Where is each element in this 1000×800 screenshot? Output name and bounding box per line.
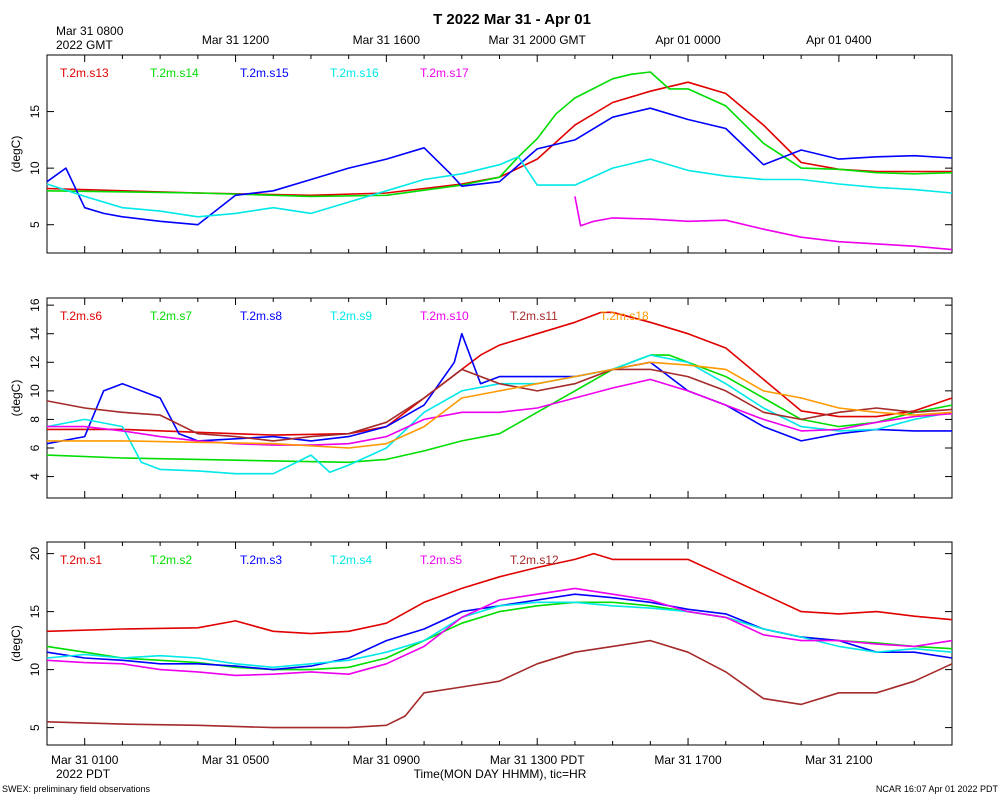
bottom-time-label: Mar 31 0100 <box>51 753 119 767</box>
top-time-label: Mar 31 1200 <box>202 33 270 47</box>
legend-entry-T-2m-s2: T.2m.s2 <box>150 553 192 567</box>
series-line-T-2m-s7 <box>46 354 953 464</box>
legend-entry-T-2m-s10: T.2m.s10 <box>420 309 469 323</box>
series-line-T-2m-s5 <box>46 587 953 677</box>
legend-entry-T-2m-s6: T.2m.s6 <box>60 309 102 323</box>
y-tick-label: 14 <box>28 327 42 341</box>
chart-title: T 2022 Mar 31 - Apr 01 <box>433 11 591 28</box>
legend-entry-T-2m-s13: T.2m.s13 <box>60 66 109 80</box>
panel-3: 5 10 15 20 (degC) T.2m.s1 T.2m.s2 T.2m.s3 T.2m.s… <box>9 541 953 767</box>
bottom-time-label: Mar 31 2100 <box>805 753 873 767</box>
legend-entry-T-2m-s1: T.2m.s1 <box>60 553 102 567</box>
top-time-label: Apr 01 0000 <box>655 33 721 47</box>
series-line-T-2m-s16 <box>46 156 953 218</box>
legend-entry-T-2m-s12: T.2m.s12 <box>510 553 559 567</box>
y-tick-label: 8 <box>28 416 42 423</box>
legend-entry-T-2m-s17: T.2m.s17 <box>420 66 469 80</box>
top-time-label: Apr 01 0400 <box>806 33 872 47</box>
legend-entry-T-2m-s8: T.2m.s8 <box>240 309 282 323</box>
series-line-T-2m-s1 <box>46 552 953 635</box>
y-axis-title: (degC) <box>9 380 23 417</box>
y-tick-label: 10 <box>28 663 42 677</box>
bottom-time-label: Mar 31 0900 <box>353 753 421 767</box>
y-axis-title: (degC) <box>9 625 23 662</box>
y-tick-label: 4 <box>28 473 42 480</box>
series-line-T-2m-s10 <box>47 378 953 446</box>
series-line-T-2m-s18 <box>47 361 953 449</box>
footer-note-left: SWEX: preliminary field observations <box>2 784 151 794</box>
legend-entry-T-2m-s9: T.2m.s9 <box>330 309 372 323</box>
series-line-T-2m-s8 <box>46 332 952 445</box>
series-line-T-2m-s12 <box>46 639 953 729</box>
y-tick-label: 10 <box>28 161 42 175</box>
series-line-T-2m-s17 <box>574 196 953 251</box>
legend-entry-T-2m-s16: T.2m.s16 <box>330 66 379 80</box>
y-tick-label: 15 <box>28 105 42 119</box>
x-axis-label: Time(MON DAY HHMM), tic=HR <box>414 767 587 781</box>
y-tick-label: 5 <box>28 724 42 731</box>
series-line-T-2m-s6 <box>47 311 953 436</box>
y-tick-label: 10 <box>28 384 42 398</box>
y-tick-label: 6 <box>28 444 42 451</box>
series-line-T-2m-s13 <box>46 81 952 197</box>
footer-note-right: NCAR 16:07 Apr 01 2022 PDT <box>876 784 999 794</box>
y-tick-label: 12 <box>28 355 42 369</box>
bottom-time-label: Mar 31 1700 <box>654 753 722 767</box>
legend-entry-T-2m-s11: T.2m.s11 <box>510 309 558 323</box>
series-line-T-2m-s15 <box>46 107 953 226</box>
panel-frame <box>46 297 953 499</box>
y-axis-title: (degC) <box>9 136 23 173</box>
panel-1: 5 10 15 (degC) T.2m.s13 T.2m.s14 T.2m.s15 T.2m.… <box>9 33 953 254</box>
top-left-time-label: Mar 31 0800 <box>56 24 124 38</box>
series-line-T-2m-s9 <box>46 354 953 475</box>
panel-frame <box>46 541 953 746</box>
y-tick-label: 16 <box>28 298 42 312</box>
legend-entry-T-2m-s4: T.2m.s4 <box>330 553 372 567</box>
bottom-left-timezone-label: 2022 PDT <box>56 767 111 781</box>
bottom-time-label: Mar 31 1300 PDT <box>490 753 585 767</box>
series-line-T-2m-s11 <box>46 368 953 442</box>
series-line-T-2m-s14 <box>46 71 953 198</box>
legend-entry-T-2m-s15: T.2m.s15 <box>240 66 289 80</box>
legend-entry-T-2m-s14: T.2m.s14 <box>150 66 199 80</box>
top-time-label: Mar 31 1600 <box>353 33 421 47</box>
series-line-T-2m-s4 <box>46 601 953 669</box>
legend-entry-T-2m-s5: T.2m.s5 <box>420 553 462 567</box>
y-tick-label: 20 <box>28 547 42 561</box>
y-tick-label: 5 <box>28 221 42 228</box>
top-left-timezone-label: 2022 GMT <box>56 38 113 52</box>
y-tick-label: 15 <box>28 605 42 619</box>
panel-2: 4 6 8 10 12 14 16 (degC) T.2m.s6 T.2m.s7 T.2m.s8 T.… <box>9 297 953 499</box>
top-time-label: Mar 31 2000 GMT <box>489 33 587 47</box>
bottom-time-label: Mar 31 0500 <box>202 753 270 767</box>
legend-entry-T-2m-s18: T.2m.s18 <box>600 309 649 323</box>
legend-entry-T-2m-s7: T.2m.s7 <box>150 309 192 323</box>
legend-entry-T-2m-s3: T.2m.s3 <box>240 553 282 567</box>
